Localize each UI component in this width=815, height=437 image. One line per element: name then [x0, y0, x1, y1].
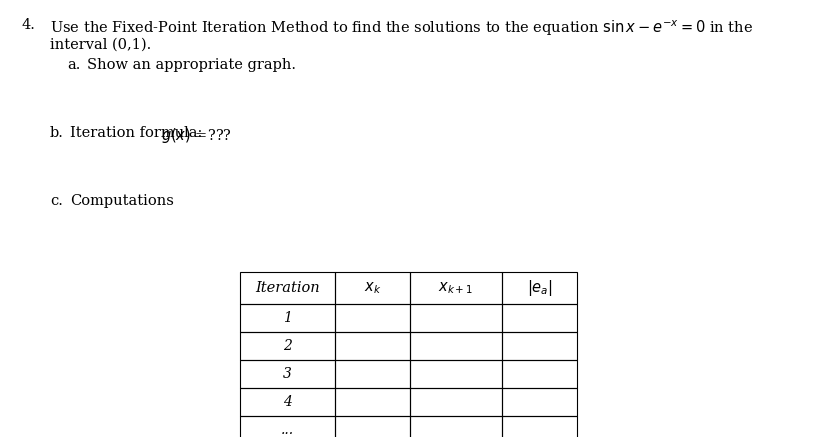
Text: $x_{k+1}$: $x_{k+1}$ [438, 280, 474, 296]
Bar [240, 416, 335, 437]
Text: Iteration formula:: Iteration formula: [70, 126, 202, 140]
Bar [410, 388, 502, 416]
Bar [410, 272, 502, 304]
Bar [240, 304, 335, 332]
Text: interval (0,1).: interval (0,1). [50, 38, 152, 52]
Bar [410, 360, 502, 388]
Text: $g(x)$ =???: $g(x)$ =??? [161, 126, 232, 145]
Bar [410, 332, 502, 360]
Bar [240, 272, 335, 304]
Text: Iteration: Iteration [255, 281, 319, 295]
Bar [240, 388, 335, 416]
Text: Computations: Computations [70, 194, 174, 208]
Bar [335, 388, 410, 416]
Text: 3: 3 [283, 367, 292, 381]
Bar [410, 416, 502, 437]
Bar [335, 272, 410, 304]
Bar [502, 304, 577, 332]
Text: Show an appropriate graph.: Show an appropriate graph. [87, 58, 296, 72]
Bar [335, 332, 410, 360]
Bar [502, 332, 577, 360]
Bar [240, 360, 335, 388]
Text: b.: b. [50, 126, 64, 140]
Bar [335, 360, 410, 388]
Bar [335, 416, 410, 437]
Text: $|e_a|$: $|e_a|$ [526, 278, 553, 298]
Bar [240, 332, 335, 360]
Text: a.: a. [67, 58, 81, 72]
Text: 1: 1 [283, 311, 292, 325]
Bar [410, 304, 502, 332]
Bar [502, 272, 577, 304]
Text: 2: 2 [283, 339, 292, 353]
Bar [502, 416, 577, 437]
Text: Use the Fixed-Point Iteration Method to find the solutions to the equation $\sin: Use the Fixed-Point Iteration Method to … [50, 18, 753, 38]
Text: $x_k$: $x_k$ [363, 280, 381, 296]
Text: 4: 4 [283, 395, 292, 409]
Bar [502, 388, 577, 416]
Bar [502, 360, 577, 388]
Text: ...: ... [281, 423, 294, 437]
Text: c.: c. [50, 194, 63, 208]
Bar [335, 304, 410, 332]
Text: 4.: 4. [22, 18, 36, 32]
